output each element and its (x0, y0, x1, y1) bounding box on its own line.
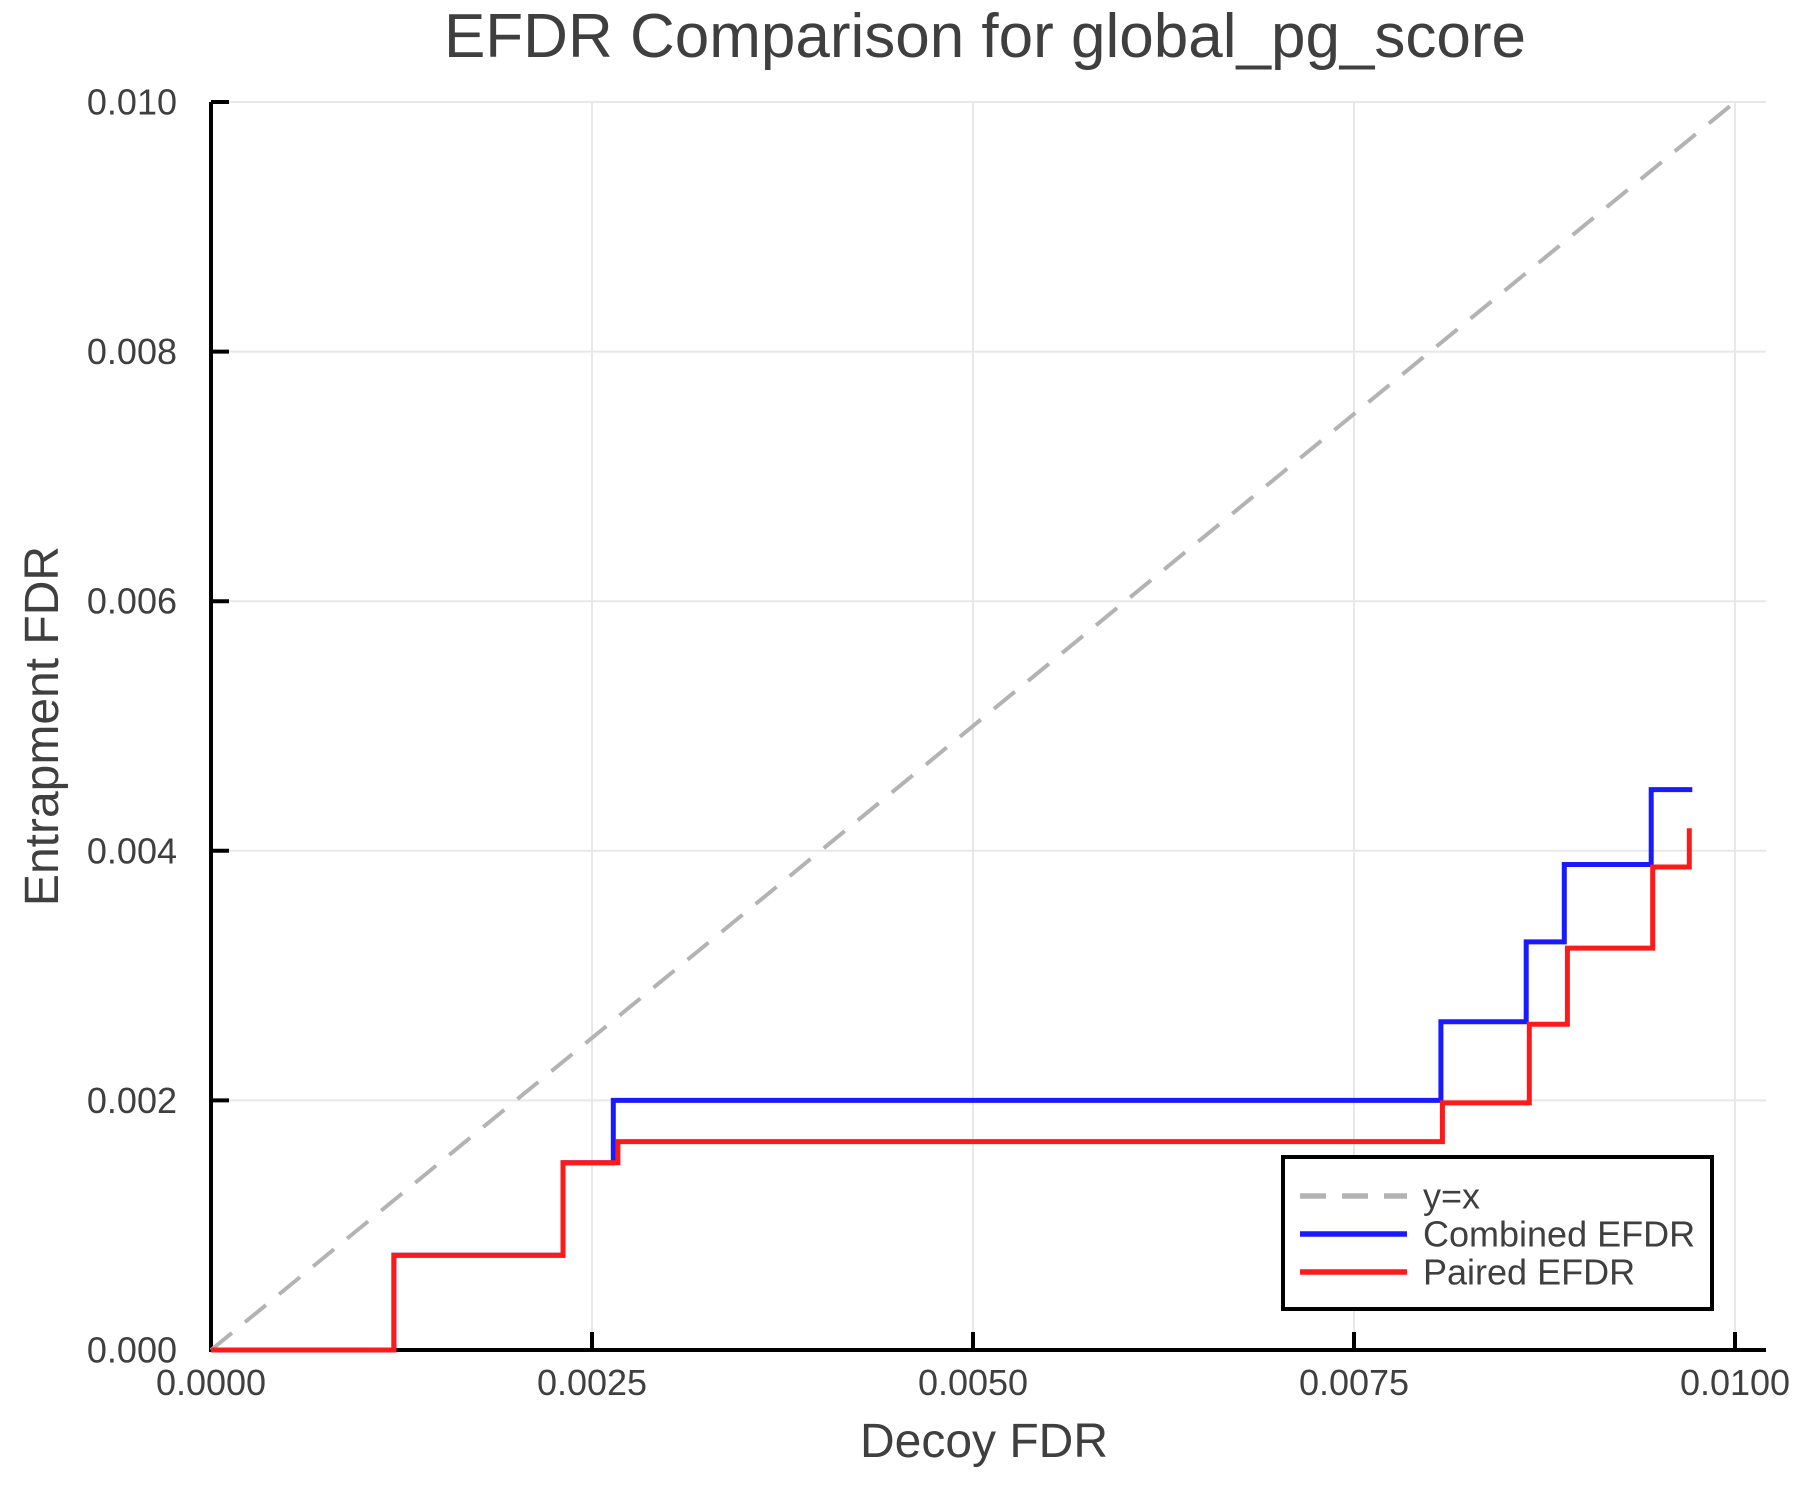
axis-spines (209, 102, 1766, 1352)
y-tick-label: 0.002 (87, 1080, 177, 1121)
x-tick-label: 0.0100 (1680, 1362, 1790, 1403)
reference-line-y-equals-x (209, 100, 1737, 1352)
x-tick-label: 0.0075 (1299, 1362, 1409, 1403)
legend-label: y=x (1423, 1176, 1480, 1217)
y-tick-label: 0.004 (87, 830, 177, 871)
y-tick-label: 0.000 (87, 1330, 177, 1371)
y-tick-label: 0.008 (87, 331, 177, 372)
paired-efdr-line (211, 828, 1692, 1353)
x-tick-label: 0.0025 (537, 1362, 647, 1403)
axis-tick-labels: 0.0000 0.0025 0.0050 0.0075 0.0100 0.000 0.002… (87, 82, 1790, 1404)
y-tick-label: 0.006 (87, 581, 177, 622)
legend-label: Combined EFDR (1423, 1214, 1695, 1255)
x-tick-label: 0.0000 (156, 1362, 266, 1403)
legend-label: Paired EFDR (1423, 1252, 1635, 1293)
x-tick-label: 0.0050 (918, 1362, 1028, 1403)
y-tick-label: 0.010 (87, 82, 177, 123)
x-axis-label: Decoy FDR (860, 1415, 1108, 1468)
chart-title: EFDR Comparison for global_pg_score (444, 2, 1526, 71)
y-axis-label: Entrapment FDR (16, 546, 69, 906)
